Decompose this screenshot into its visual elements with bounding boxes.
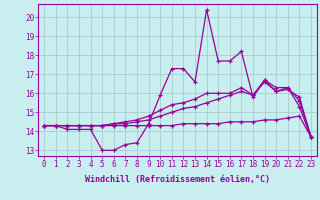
X-axis label: Windchill (Refroidissement éolien,°C): Windchill (Refroidissement éolien,°C) <box>85 175 270 184</box>
